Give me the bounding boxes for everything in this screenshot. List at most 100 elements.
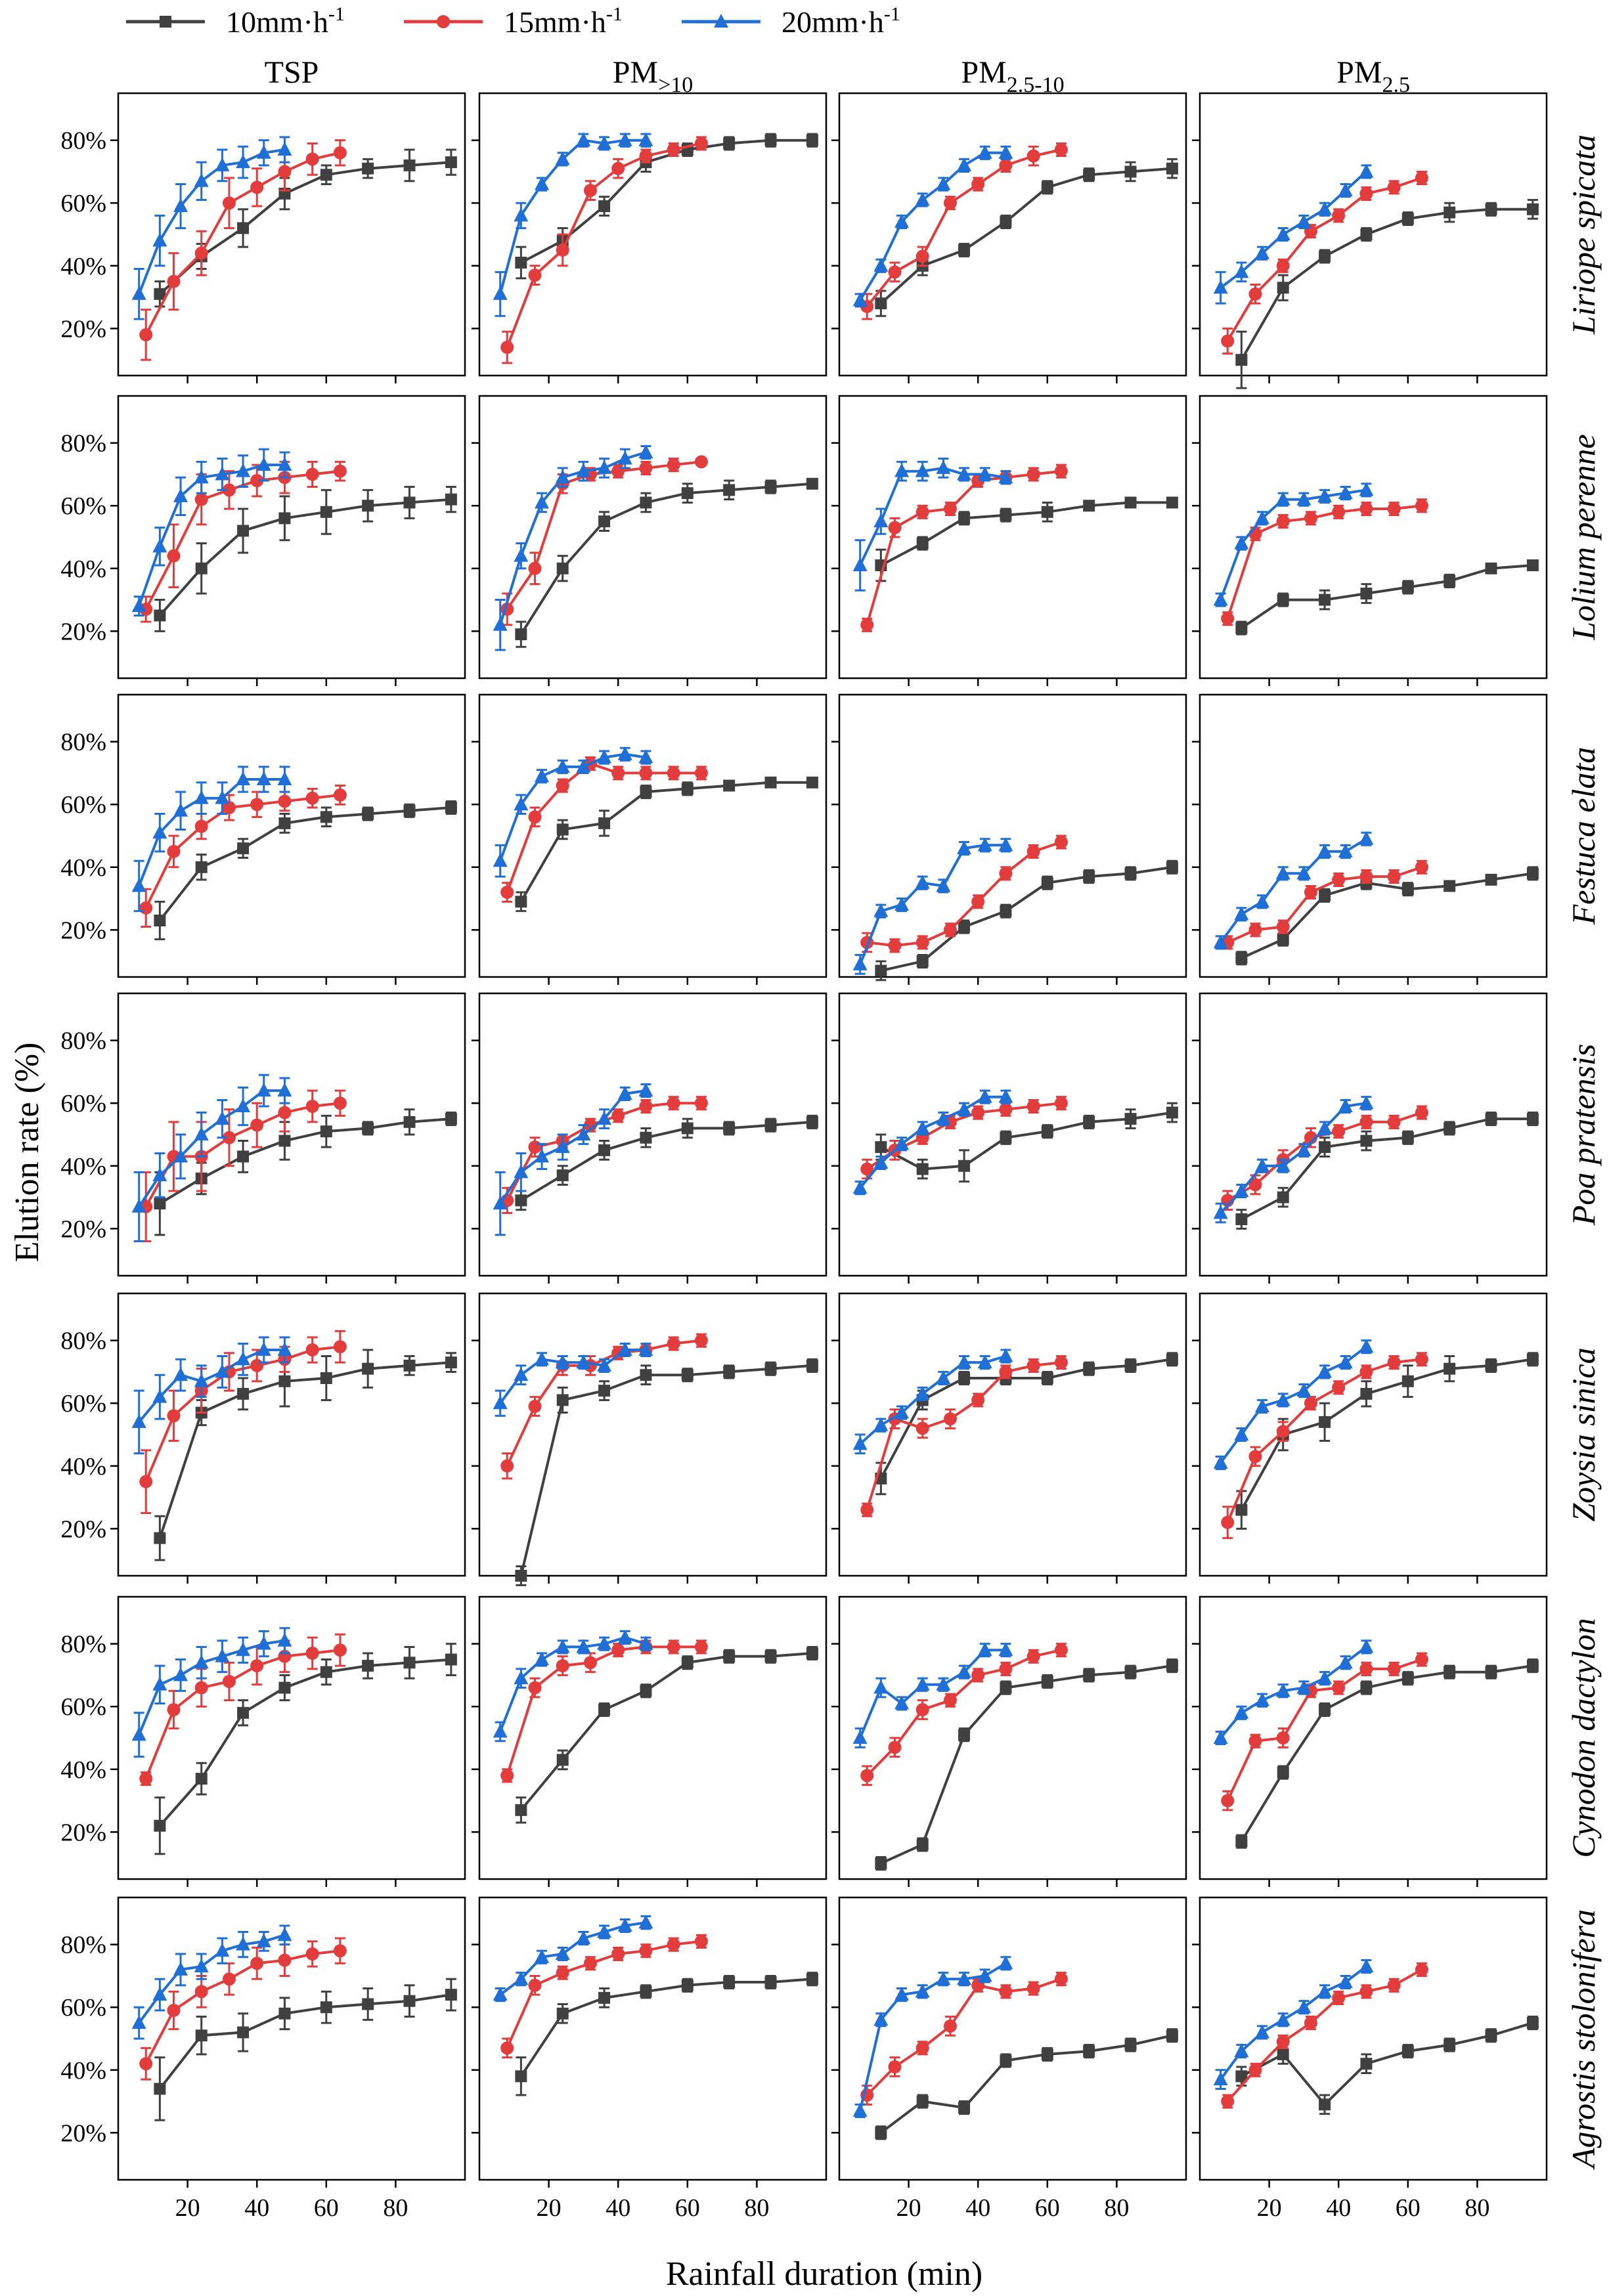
data-point	[556, 1169, 569, 1182]
data-point	[958, 1159, 971, 1172]
data-point	[194, 173, 209, 187]
data-point	[894, 463, 910, 477]
data-point	[194, 469, 209, 484]
series-line	[866, 148, 1062, 308]
data-point	[764, 1119, 777, 1131]
data-point	[1317, 201, 1333, 215]
data-point	[528, 561, 542, 575]
series-15mmh	[500, 1934, 708, 2059]
data-point	[1485, 873, 1497, 886]
data-point	[1401, 1131, 1414, 1144]
data-point	[236, 771, 251, 785]
panel-r7-c1: 20% 40% 60% 80% 20 40 60 80	[60, 1896, 466, 2222]
data-point	[1255, 245, 1270, 259]
data-point	[1221, 1794, 1235, 1808]
data-point	[528, 1400, 542, 1413]
series-line	[158, 498, 452, 617]
series-line	[880, 1111, 1173, 1171]
data-point	[1124, 867, 1137, 880]
y-tick-label: 60%	[60, 190, 106, 217]
data-point	[1319, 889, 1331, 901]
data-point	[1275, 1158, 1290, 1172]
data-point	[514, 1670, 529, 1685]
data-point	[916, 955, 929, 968]
data-point	[445, 1113, 457, 1125]
data-point	[173, 1961, 188, 1976]
data-point	[305, 1647, 319, 1660]
data-point	[320, 1125, 332, 1138]
data-point	[875, 297, 887, 310]
data-point	[493, 1395, 508, 1410]
column-title: PM2.5	[1336, 55, 1410, 97]
data-point	[1275, 865, 1290, 880]
series-15mmh	[500, 455, 708, 626]
data-point	[556, 2007, 569, 2020]
species-label: Lolium perenne	[1565, 434, 1602, 640]
data-point	[583, 1957, 597, 1970]
data-point	[1304, 2016, 1317, 2030]
data-point	[667, 1640, 680, 1654]
data-point	[1213, 280, 1228, 294]
data-point	[278, 165, 292, 179]
series-10mmh	[1235, 559, 1539, 636]
data-point	[611, 1947, 625, 1960]
data-point	[1485, 1113, 1497, 1125]
data-point	[915, 875, 930, 889]
data-point	[723, 484, 736, 496]
series-10mmh	[515, 1972, 818, 2096]
data-point	[493, 1723, 508, 1738]
data-point	[977, 1968, 992, 1982]
data-point	[515, 257, 527, 269]
data-point	[977, 1089, 992, 1103]
data-point	[195, 2029, 208, 2042]
data-point	[305, 467, 319, 481]
legend-text: 15mm·h	[504, 5, 606, 39]
data-point	[583, 1656, 597, 1670]
data-point	[555, 1639, 570, 1653]
data-point	[1235, 354, 1248, 366]
data-point	[1275, 1683, 1290, 1697]
data-point	[1387, 181, 1401, 194]
data-point	[445, 1653, 457, 1666]
series-20mmh	[493, 746, 653, 878]
data-point	[1387, 1356, 1401, 1370]
series-15mmh	[1221, 859, 1428, 950]
series-10mmh	[515, 1114, 818, 1211]
series-15mmh	[1221, 1652, 1428, 1811]
data-point	[1248, 287, 1262, 301]
data-point	[1235, 1835, 1248, 1848]
data-point	[278, 2007, 291, 2020]
data-point	[639, 1944, 653, 1958]
panel-frame	[117, 693, 466, 978]
series-line	[519, 781, 812, 903]
data-point	[131, 878, 146, 892]
data-point	[528, 1978, 542, 1992]
panel-frame	[117, 992, 466, 1277]
data-point	[1304, 1397, 1317, 1410]
data-point	[888, 1741, 902, 1754]
data-point	[556, 243, 569, 257]
data-point	[999, 1102, 1013, 1116]
data-point	[154, 288, 166, 300]
data-point	[1255, 1398, 1270, 1412]
y-tick-label: 60%	[60, 492, 106, 520]
series-line	[498, 451, 646, 626]
data-point	[936, 1676, 951, 1691]
panel-r1-c2	[472, 92, 827, 383]
panel-r3-c2	[472, 693, 827, 985]
data-point	[555, 1354, 570, 1369]
data-point	[1317, 1364, 1333, 1378]
data-point	[237, 222, 250, 234]
y-tick-label: 60%	[60, 1994, 106, 2022]
data-point	[971, 1668, 985, 1682]
data-point	[1296, 1679, 1311, 1694]
data-point	[222, 1972, 236, 1986]
data-point	[598, 1385, 611, 1397]
data-point	[1359, 1095, 1374, 1110]
series-10mmh	[515, 477, 818, 648]
data-point	[1166, 1660, 1178, 1672]
data-point	[1332, 1125, 1346, 1138]
data-point	[806, 1973, 818, 1985]
data-point	[915, 1421, 929, 1435]
data-point	[875, 1141, 887, 1154]
